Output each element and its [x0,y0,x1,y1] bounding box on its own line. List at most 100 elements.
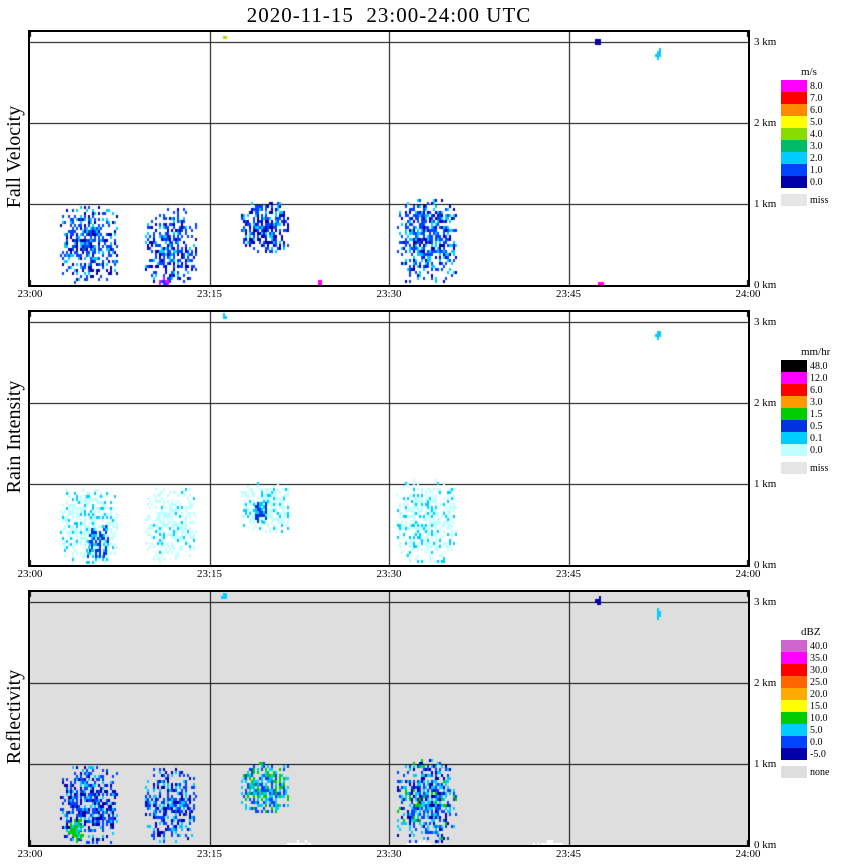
legend-entry: 30.0 [781,664,849,676]
legend-value-label: 3.0 [810,140,823,152]
legend-swatch [781,384,807,396]
time-tick-label: 23:30 [376,568,402,580]
legend-swatch [781,194,807,206]
legend-value-label: 30.0 [810,664,828,676]
legend-swatch [781,724,807,736]
legend-swatch [781,766,807,778]
legend-entry: 7.0 [781,92,849,104]
time-tick-label: 23:00 [17,288,43,300]
legend-swatch [781,176,807,188]
legend-swatch [781,372,807,384]
legend-swatch [781,140,807,152]
time-tick-label: 23:30 [376,848,402,860]
y-axis-label-reflectivity: Reflectivity [3,669,25,765]
figure-title: 2020-11-15 23:00-24:00 UTC [246,3,532,27]
time-tick-label: 23:00 [17,848,43,860]
y-axis-label-fall-velocity: Fall Velocity [3,105,25,209]
legend-swatch [781,652,807,664]
legend-value-label: 7.0 [810,92,823,104]
panel-rain-intensity: Rain Intensity 3 km 2 km 1 km 0 km 23:00 23:… [0,310,850,588]
legend-entry: 0.0 [781,444,849,456]
legend-entry: 6.0 [781,384,849,396]
legend-swatch [781,104,807,116]
legend-entry: -5.0 [781,748,849,760]
legend-entry: 0.0 [781,736,849,748]
legend-value-label: 3.0 [810,396,823,408]
legend-value-label: miss [810,194,829,206]
time-tick-labels: 23:00 23:15 23:30 23:45 24:00 [0,848,800,862]
time-tick-label: 23:30 [376,288,402,300]
legend-swatch [781,420,807,432]
time-tick-labels: 23:00 23:15 23:30 23:45 24:00 [0,568,800,582]
legend-swatch [781,408,807,420]
height-tick-label: 2 km [754,677,777,689]
reflectivity-plot [28,590,750,847]
legend-entries: 8.0 7.0 6.0 5.0 4.0 3.0 2.0 1.0 0.0 miss [781,80,849,206]
legend-entry: 3.0 [781,396,849,408]
panel-fall-velocity: Fall Velocity 3 km 2 km 1 km 0 km 23:00 23:1… [0,30,850,308]
legend-entry: 5.0 [781,116,849,128]
legend-reflectivity: dBZ 40.0 35.0 30.0 25.0 20.0 15.0 10.0 5.0 0.0 -5… [781,626,849,778]
legend-value-label: 10.0 [810,712,828,724]
height-tick-label: 1 km [754,478,777,490]
legend-value-label: 4.0 [810,128,823,140]
legend-entry: 3.0 [781,140,849,152]
time-tick-label: 23:45 [555,848,582,860]
height-tick-label: 0 km [754,279,777,291]
legend-value-label: 40.0 [810,640,828,652]
height-tick-label: 2 km [754,117,777,129]
y-axis-label-rain-intensity: Rain Intensity [3,380,25,494]
legend-entries: 48.0 12.0 6.0 3.0 1.5 0.5 0.1 0.0 miss [781,360,849,474]
panel-reflectivity: Reflectivity 3 km 2 km 1 km 0 km 23:00 23:15… [0,590,850,868]
legend-entry: 15.0 [781,700,849,712]
legend-swatch [781,676,807,688]
time-tick-label: 24:00 [735,568,761,580]
legend-value-label: miss [810,462,829,474]
legend-value-label: 15.0 [810,700,828,712]
height-tick-labels: 3 km 2 km 1 km 0 km [754,310,788,571]
legend-swatch [781,640,807,652]
legend-value-label: 6.0 [810,104,823,116]
legend-value-label: 2.0 [810,152,823,164]
height-tick-label: 3 km [754,316,777,328]
height-tick-label: 0 km [754,839,777,851]
height-tick-label: 1 km [754,198,777,210]
height-tick-label: 3 km [754,596,777,608]
time-tick-labels: 23:00 23:15 23:30 23:45 24:00 [0,288,800,302]
legend-missing-entry: miss [781,462,849,474]
legend-value-label: 48.0 [810,360,828,372]
legend-value-label: 12.0 [810,372,828,384]
legend-entries: 40.0 35.0 30.0 25.0 20.0 15.0 10.0 5.0 0.0 -5.0 no… [781,640,849,778]
legend-value-label: 0.1 [810,432,823,444]
legend-value-label: 5.0 [810,724,823,736]
time-tick-label: 23:15 [196,288,223,300]
legend-value-label: 0.0 [810,176,823,188]
legend-swatch [781,152,807,164]
legend-value-label: 8.0 [810,80,823,92]
legend-value-label: 35.0 [810,652,828,664]
time-tick-label: 23:45 [555,288,582,300]
legend-entry: 8.0 [781,80,849,92]
legend-value-label: 6.0 [810,384,823,396]
height-tick-label: 2 km [754,397,777,409]
legend-value-label: -5.0 [810,748,826,760]
time-tick-label: 23:15 [196,568,223,580]
legend-value-label: 20.0 [810,688,828,700]
legend-swatch [781,360,807,372]
legend-value-label: 1.0 [810,164,823,176]
legend-swatch [781,700,807,712]
legend-entry: 1.5 [781,408,849,420]
legend-unit-label: m/s [801,66,817,78]
legend-entry: 10.0 [781,712,849,724]
time-tick-label: 23:15 [196,848,223,860]
height-tick-labels: 3 km 2 km 1 km 0 km [754,590,788,851]
legend-entry: 40.0 [781,640,849,652]
fall-velocity-plot [28,30,750,287]
legend-rain-intensity: mm/hr 48.0 12.0 6.0 3.0 1.5 0.5 0.1 0.0 miss [781,346,849,474]
rain-intensity-plot [28,310,750,567]
legend-entry: 1.0 [781,164,849,176]
height-tick-labels: 3 km 2 km 1 km 0 km [754,30,788,291]
legend-swatch [781,444,807,456]
legend-value-label: 25.0 [810,676,828,688]
